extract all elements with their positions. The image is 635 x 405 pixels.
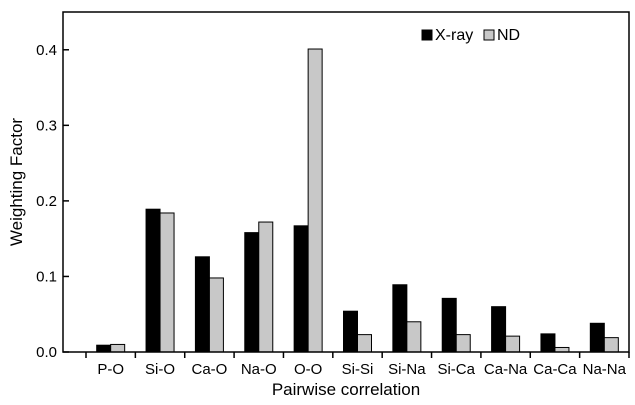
legend-label-nd: ND bbox=[497, 27, 520, 44]
legend-swatch-nd bbox=[483, 29, 495, 41]
bar-xray-o-o bbox=[293, 225, 309, 353]
legend-label-xray: X-ray bbox=[435, 27, 473, 44]
bar-nd-o-o bbox=[307, 48, 323, 353]
bar-xray-ca-o bbox=[194, 256, 210, 353]
bar-xray-na-na bbox=[589, 322, 605, 353]
y-tick-label: 0.3 bbox=[36, 117, 57, 134]
y-tick-label: 0.0 bbox=[36, 344, 57, 361]
axes-layer bbox=[62, 11, 630, 353]
y-axis-label: Weighting Factor bbox=[7, 118, 26, 247]
x-category-label: Na-Na bbox=[583, 361, 627, 378]
bar-nd-si-si bbox=[357, 334, 372, 353]
x-ticks bbox=[85, 352, 630, 358]
bar-nd-si-ca bbox=[455, 334, 471, 353]
x-category-label: Ca-O bbox=[191, 361, 227, 378]
bar-nd-ca-o bbox=[208, 277, 224, 353]
x-category-label: P-O bbox=[97, 361, 124, 378]
legend-swatch-xray bbox=[421, 29, 433, 41]
x-category-label: Si-Si bbox=[342, 361, 374, 378]
plot-frame bbox=[62, 11, 630, 353]
x-category-label: Si-Na bbox=[388, 361, 426, 378]
bar-nd-ca-na bbox=[505, 335, 521, 353]
y-ticks: 0.0 0.1 0.2 0.3 0.4 bbox=[36, 42, 69, 361]
y-tick-label: 0.2 bbox=[36, 193, 57, 210]
bar-nd-na-na bbox=[603, 337, 619, 353]
bar-xray-ca-na bbox=[491, 306, 507, 353]
y-tick-label: 0.1 bbox=[36, 268, 57, 285]
x-category-label: Na-O bbox=[241, 361, 277, 378]
x-category-label: Ca-Na bbox=[484, 361, 528, 378]
bar-nd-si-o bbox=[159, 212, 175, 353]
bars-layer bbox=[96, 48, 619, 353]
bar-xray-na-o bbox=[244, 232, 260, 353]
bar-xray-si-si bbox=[343, 310, 358, 353]
x-category-label: Si-O bbox=[145, 361, 175, 378]
bar-nd-p-o bbox=[110, 343, 126, 353]
bar-nd-si-na bbox=[406, 321, 422, 353]
bar-xray-si-na bbox=[392, 284, 408, 353]
bar-xray-si-ca bbox=[441, 297, 457, 353]
x-category-labels: P-O Si-O Ca-O Na-O O-O Si-Si Si-Na Si-Ca Ca-Na Ca… bbox=[97, 361, 626, 378]
bar-xray-si-o bbox=[145, 208, 161, 353]
bar-xray-p-o bbox=[96, 344, 112, 353]
x-category-label: O-O bbox=[294, 361, 322, 378]
x-axis-label: Pairwise correlation bbox=[272, 380, 420, 399]
x-category-label: Ca-Ca bbox=[533, 361, 577, 378]
legend: X-ray ND bbox=[421, 27, 520, 44]
y-tick-label: 0.4 bbox=[36, 42, 57, 59]
bar-xray-ca-ca bbox=[540, 333, 556, 353]
bar-nd-na-o bbox=[258, 221, 274, 353]
x-category-label: Si-Ca bbox=[437, 361, 475, 378]
